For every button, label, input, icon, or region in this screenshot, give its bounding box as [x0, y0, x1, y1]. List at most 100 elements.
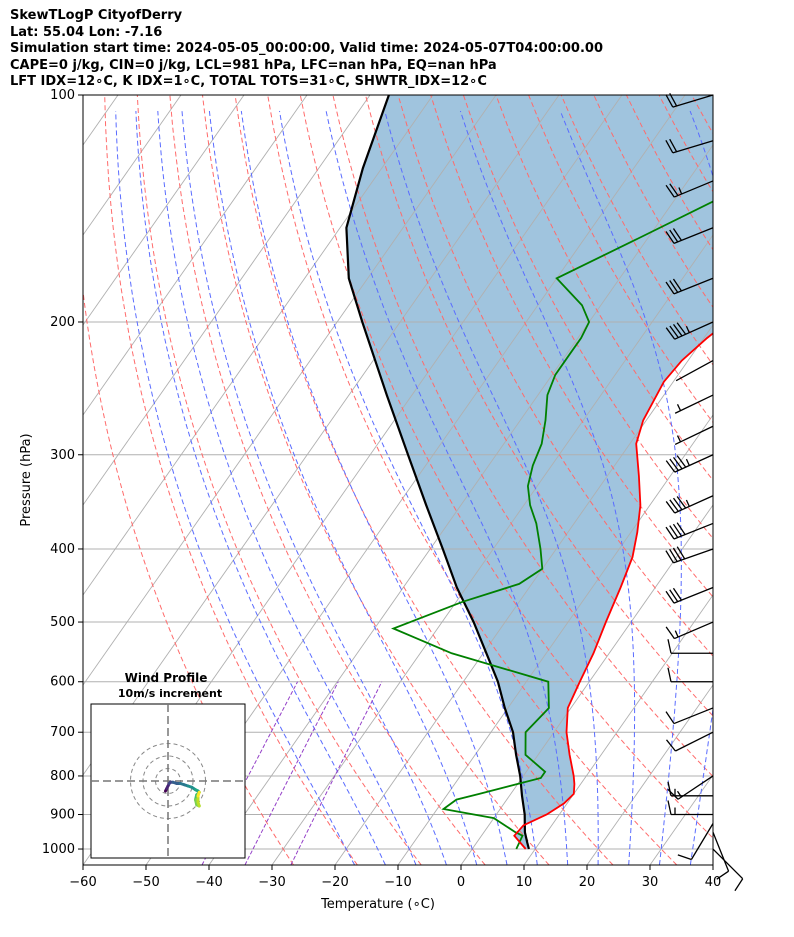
title-indices-2: LFT IDX=12∘C, K IDX=1∘C, TOTAL TOTS=31∘C… — [10, 74, 487, 89]
wind-barb-half-flag — [685, 458, 690, 466]
wind-barb — [665, 707, 714, 725]
x-tick-label: 30 — [642, 875, 659, 890]
hodograph-plot — [91, 704, 245, 858]
isotherm-line — [712, 864, 713, 865]
hodograph: Wind Profile 10m/s increment — [90, 671, 246, 859]
isotherm-line — [523, 594, 713, 865]
wind-barb-flag — [676, 322, 687, 335]
hodograph-subtitle: 10m/s increment — [118, 687, 222, 700]
wind-barb — [667, 667, 713, 683]
moist-adiabat — [721, 111, 794, 865]
wind-barb-flag — [667, 639, 672, 654]
dry-adiabat — [104, 95, 358, 865]
wind-barb-flag — [667, 667, 672, 682]
isotherm-line — [208, 144, 713, 865]
wind-barb-flag — [665, 590, 675, 604]
wind-barb-flag — [665, 94, 674, 108]
cape-cin-fill — [346, 95, 713, 849]
x-tick-label: −50 — [132, 875, 159, 890]
wind-barb-staff — [672, 140, 714, 154]
wind-barb-flag — [672, 523, 682, 537]
isotherm-line — [83, 95, 245, 326]
title-indices-1: CAPE=0 j/kg, CIN=0 j/kg, LCL=981 hPa, LF… — [10, 57, 497, 73]
x-tick-label: −60 — [69, 875, 96, 890]
dry-adiabat — [169, 95, 486, 865]
wind-barb-staff — [674, 495, 714, 514]
wind-barb — [665, 321, 714, 340]
wind-barb — [665, 546, 714, 564]
y-axis-label: Pressure (hPa) — [19, 433, 34, 526]
parcel-profile-line — [345, 95, 530, 850]
dewpoint-line — [391, 200, 713, 850]
moist-adiabat — [753, 111, 794, 865]
dry-adiabat — [299, 95, 713, 839]
y-tick-label: 100 — [50, 88, 75, 103]
wind-barb-half-flag — [676, 435, 682, 443]
y-tick-label: 900 — [50, 808, 75, 823]
wind-barb-flag — [669, 280, 679, 293]
wind-barb-staff — [674, 454, 714, 473]
wind-barb-flag — [665, 626, 675, 639]
isotherm-line — [586, 684, 713, 865]
moist-adiabat — [559, 110, 682, 865]
wind-barb-staff — [673, 277, 714, 295]
wind-barb-half-flag — [685, 499, 690, 507]
wind-barb-half-flag — [685, 326, 690, 333]
title-times: Simulation start time: 2024-05-05_00:00:… — [10, 41, 603, 56]
x-tick-label: −20 — [321, 875, 348, 890]
title-location: Lat: 55.04 Lon: -7.16 — [10, 24, 163, 40]
hodograph-segment — [196, 790, 201, 798]
moist-adiabat — [240, 110, 508, 865]
y-tick-label: 200 — [50, 315, 75, 330]
y-tick-label: 700 — [50, 725, 75, 740]
dry-adiabat — [462, 95, 713, 540]
x-tick-label: −30 — [258, 875, 285, 890]
dry-adiabat — [724, 95, 794, 865]
wind-barb — [677, 823, 714, 861]
dry-adiabat — [332, 95, 713, 778]
isotherm-line — [334, 324, 713, 865]
wind-barb — [674, 394, 714, 414]
wind-barb-flag — [669, 548, 678, 562]
wind-barb — [667, 781, 713, 797]
wind-barb-flag — [734, 878, 744, 892]
wind-barb — [665, 454, 714, 473]
wind-barb-staff — [673, 586, 714, 604]
dry-adiabat — [430, 95, 713, 598]
wind-barb-staff — [674, 394, 714, 414]
wind-barb — [665, 586, 714, 604]
moist-adiabat — [157, 110, 417, 865]
wind-barb-flag — [669, 458, 679, 471]
wind-barb-flag — [669, 229, 679, 243]
y-tick-label: 800 — [50, 769, 75, 784]
mixing-ratio-line — [244, 681, 339, 865]
wind-barb-flag — [673, 456, 683, 470]
wind-barb-staff — [712, 831, 730, 872]
wind-barb — [665, 621, 714, 640]
wind-barb — [667, 639, 713, 654]
mixing-ratio-line — [290, 681, 383, 865]
wind-barb — [665, 522, 714, 540]
wind-barb-staff — [677, 775, 714, 800]
wind-barb-half-flag — [678, 187, 683, 195]
wind-barb-flag — [667, 788, 679, 800]
wind-barb-half-flag — [676, 404, 682, 411]
y-tick-label: 300 — [50, 448, 75, 463]
wind-barb-flag — [665, 184, 675, 198]
dry-adiabat — [495, 95, 713, 482]
wind-barb-flag — [676, 522, 686, 535]
wind-barb-flag — [665, 460, 676, 473]
wind-barb-flag — [672, 324, 683, 337]
wind-barb-flag — [672, 497, 683, 511]
x-tick-label: 0 — [457, 875, 465, 890]
wind-barb — [665, 227, 714, 244]
wind-barb-staff — [674, 321, 714, 340]
wind-barb — [674, 425, 714, 446]
wind-barb-flag — [669, 499, 679, 512]
moist-adiabat — [208, 110, 478, 865]
wind-barb-flag — [676, 496, 687, 509]
wind-barb-flag — [669, 525, 679, 538]
dry-adiabat — [528, 95, 713, 424]
isotherm-line — [460, 504, 713, 865]
moist-adiabat — [115, 110, 356, 865]
